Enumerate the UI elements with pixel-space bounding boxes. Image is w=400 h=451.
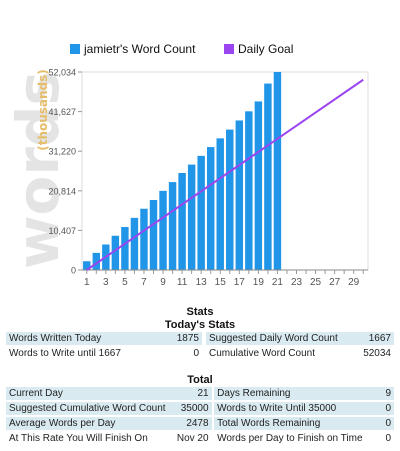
legend-label: Daily Goal: [238, 42, 293, 56]
x-tick-label: 29: [348, 277, 360, 288]
bar-day-21: [273, 72, 282, 270]
stat-label: Words to Write Until 35000: [214, 402, 366, 415]
bar-day-14: [206, 147, 215, 270]
stat-value: 9: [365, 387, 394, 400]
stat-value: 2478: [168, 417, 212, 430]
y-tick-label: 10,407: [48, 226, 76, 236]
x-tick-label: 11: [177, 277, 188, 288]
table-row: Words Written Today 1875 Suggested Daily…: [6, 332, 394, 345]
bar-day-12: [187, 164, 196, 270]
stat-value: 35000: [168, 402, 212, 415]
x-tick-label: 1: [84, 277, 90, 288]
y-tick-label: 52,034: [48, 68, 76, 78]
stat-value: 52034: [363, 348, 391, 359]
bar-day-4: [111, 235, 120, 270]
stat-label: At This Rate You Will Finish On: [9, 433, 148, 444]
stat-value: 21: [168, 387, 212, 400]
stat-value: 0: [193, 348, 199, 359]
bar-day-17: [235, 120, 244, 270]
bar-day-8: [149, 199, 158, 270]
stat-label: Days Remaining: [214, 387, 366, 400]
bar-day-6: [130, 217, 139, 270]
chart-svg: words(thousands) 0 10,407 20,814 31,220 41,62…: [4, 42, 369, 288]
table-row: At This Rate You Will Finish On Nov 20 W…: [6, 432, 394, 445]
total-stats-table: Current Day 21 Days Remaining 9 Suggeste…: [6, 385, 394, 447]
stat-label: Suggested Daily Word Count: [206, 332, 356, 345]
x-tick-label: 27: [329, 277, 341, 288]
stat-label: Words Written Today: [6, 332, 156, 345]
daily-goal-line: [86, 78, 364, 271]
bar-day-5: [121, 227, 129, 270]
x-tick-label: 7: [141, 277, 147, 288]
x-tick-label: 13: [196, 277, 208, 288]
legend-label: jamietr's Word Count: [83, 42, 196, 56]
y-tick-label: 41,627: [48, 107, 76, 117]
legend-swatch: [70, 44, 80, 54]
todays-stats-heading: Today's Stats: [164, 319, 236, 331]
bar-day-1: [83, 261, 91, 270]
stat-label: Current Day: [6, 387, 169, 400]
bar-day-20: [264, 83, 272, 271]
bar-day-18: [245, 111, 253, 270]
y-tick-label: 31,220: [48, 147, 76, 157]
stat-value: 1875: [156, 332, 202, 345]
word-count-chart: words (thousands) 0 10,407 20,814 31,220 41,62…: [4, 42, 369, 288]
stat-value: 0: [365, 402, 394, 415]
stat-label: Suggested Cumulative Word Count: [6, 402, 169, 415]
total-stats-heading: Total: [187, 374, 213, 386]
x-tick-label: 25: [310, 277, 322, 288]
stat-value: 1667: [356, 332, 394, 345]
stat-value: Nov 20: [176, 433, 209, 444]
x-tick-label: 19: [253, 277, 265, 288]
x-tick-label: 3: [103, 277, 109, 288]
bar-day-13: [197, 155, 205, 270]
stat-label: Words per Day to Finish on Time: [217, 433, 363, 444]
table-row: Words to Write until 1667 0 Cumulative W…: [6, 347, 394, 360]
bar-day-7: [140, 208, 148, 270]
x-tick-label: 23: [291, 277, 303, 288]
x-tick-label: 21: [272, 277, 284, 288]
table-row: Current Day 21 Days Remaining 9: [6, 387, 394, 400]
table-row: Suggested Cumulative Word Count 35000 Wo…: [6, 402, 394, 415]
stat-label: Words to Write until 1667: [9, 348, 121, 359]
y-axis-label: (thousands): [36, 69, 50, 151]
bar-day-9: [159, 190, 167, 270]
stat-label: Cumulative Word Count: [209, 348, 315, 359]
stat-value: 0: [385, 433, 391, 444]
legend-swatch: [224, 44, 234, 54]
bar-day-19: [254, 101, 263, 271]
x-tick-label: 9: [160, 277, 166, 288]
x-tick-label: 5: [122, 277, 128, 288]
table-row: Average Words per Day 2478 Total Words R…: [6, 417, 394, 430]
stat-label: Average Words per Day: [6, 417, 169, 430]
stats-heading: Stats: [186, 306, 214, 318]
y-tick-label: 0: [71, 266, 76, 276]
bar-day-10: [168, 182, 177, 270]
bar-day-15: [216, 138, 224, 270]
x-tick-label: 17: [234, 277, 246, 288]
y-tick-label: 20,814: [48, 186, 76, 196]
stat-label: Total Words Remaining: [214, 417, 366, 430]
bar-day-2: [92, 252, 101, 270]
stat-value: 0: [365, 417, 394, 430]
x-tick-label: 15: [215, 277, 227, 288]
todays-stats-table: Words Written Today 1875 Suggested Daily…: [6, 330, 394, 362]
bar-day-11: [178, 172, 186, 270]
bar-day-16: [226, 129, 234, 270]
chart-watermark: words: [4, 71, 72, 269]
